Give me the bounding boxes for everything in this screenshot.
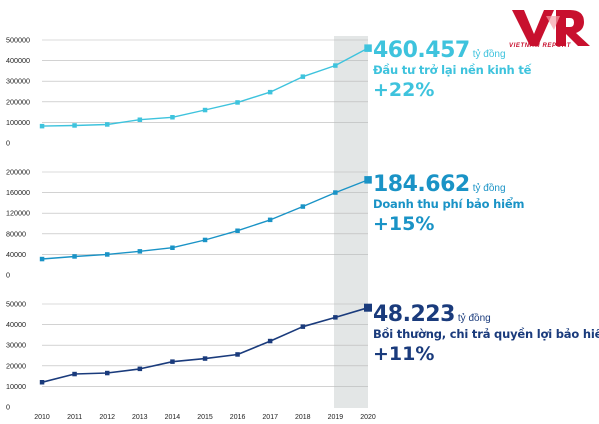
- callout-label: Doanh thu phí bảo hiểm: [373, 197, 525, 211]
- line-chart-panel-3: 0 10000 20000 30000 40000 50000: [6, 300, 372, 412]
- data-point: [105, 370, 110, 376]
- y-tick-label: 50000: [6, 300, 26, 309]
- data-point: [170, 245, 175, 250]
- data-point: [105, 252, 110, 257]
- x-tick-label: 2012: [99, 414, 115, 421]
- y-tick-label: 160000: [6, 188, 30, 197]
- data-point: [72, 371, 77, 377]
- data-point: [137, 117, 143, 122]
- y-tick-label: 40000: [6, 320, 26, 329]
- callout-change: +11%: [373, 342, 435, 365]
- x-tick-label: 2017: [262, 414, 278, 421]
- callout-premium-revenue: 184.662 tỷ đồng Doanh thu phí bảo hiểm +1…: [373, 174, 524, 234]
- data-point: [267, 89, 273, 95]
- callout-value: 48.223: [373, 302, 455, 327]
- callout-label: Đầu tư trở lại nền kinh tế: [373, 63, 532, 77]
- y-tick-label: 500000: [6, 36, 30, 45]
- data-point: [267, 338, 273, 344]
- data-point: [235, 228, 240, 233]
- x-tick-label: 2011: [67, 414, 82, 421]
- data-point: [235, 100, 240, 105]
- callout-claims-paid: 48.223 tỷ đồng Bồi thường, chi trả quyền …: [373, 304, 599, 364]
- x-axis: 2010 2011 2012 2013 2014 2015 2016 2017 2018 2019…: [34, 414, 376, 421]
- data-point: [170, 359, 175, 364]
- callout-change: +15%: [373, 212, 435, 235]
- y-tick-label: 10000: [6, 382, 26, 391]
- callout-unit: tỷ đồng: [457, 313, 491, 324]
- data-point: [72, 254, 77, 259]
- callout-change: +22%: [373, 78, 435, 101]
- vnr-logo: [512, 10, 590, 46]
- series-line: [41, 179, 369, 260]
- y-tick-label: 100000: [6, 118, 30, 127]
- data-point: [39, 256, 45, 262]
- data-point: [137, 366, 143, 372]
- x-tick-label: 2016: [230, 414, 246, 421]
- series-line: [41, 47, 369, 127]
- data-point: [300, 74, 306, 79]
- y-tick-label: 0: [6, 139, 10, 148]
- callout-value: 460.457: [373, 38, 470, 63]
- data-point: [267, 217, 273, 223]
- data-point: [39, 380, 45, 385]
- line-chart-panel-2: 0 40000 80000 120000 160000 200000: [6, 168, 372, 280]
- y-tick-label: 0: [6, 403, 10, 412]
- data-point: [137, 249, 143, 254]
- callout-unit: tỷ đồng: [472, 183, 506, 194]
- data-point: [105, 122, 110, 127]
- data-point: [72, 123, 77, 128]
- x-tick-label: 2015: [197, 414, 213, 421]
- callout-investment: 460.457 tỷ đồng Đầu tư trở lại nền kinh t…: [373, 40, 531, 100]
- x-tick-label: 2018: [295, 414, 311, 421]
- y-tick-label: 120000: [6, 209, 30, 218]
- data-point: [333, 63, 338, 68]
- callout-value: 184.662: [373, 172, 470, 197]
- y-tick-label: 200000: [6, 168, 30, 177]
- data-point: [202, 356, 208, 361]
- data-point: [300, 204, 306, 209]
- highlight-band-2019-2020: [334, 36, 368, 408]
- x-tick-label: 2010: [34, 414, 50, 421]
- y-tick-label: 80000: [6, 229, 26, 238]
- data-point: [202, 107, 208, 113]
- data-point: [202, 237, 208, 243]
- data-point: [333, 315, 338, 320]
- y-tick-label: 300000: [6, 77, 30, 86]
- data-point: [235, 352, 240, 357]
- data-point: [333, 190, 338, 195]
- data-point: [364, 303, 372, 312]
- callout-label: Bồi thường, chi trả quyền lợi bảo hiểm: [373, 327, 599, 341]
- line-chart-panel-1: 0 100000 200000 300000 400000 500000: [6, 36, 372, 148]
- data-point: [39, 123, 45, 129]
- x-tick-label: 2014: [165, 414, 181, 421]
- y-tick-label: 40000: [6, 250, 26, 259]
- callout-unit: tỷ đồng: [472, 49, 506, 60]
- x-tick-label: 2019: [328, 414, 344, 421]
- y-tick-label: 0: [6, 271, 10, 280]
- x-tick-label: 2020: [360, 414, 376, 421]
- y-tick-label: 400000: [6, 56, 30, 65]
- y-tick-label: 30000: [6, 341, 26, 350]
- y-tick-label: 200000: [6, 97, 30, 106]
- y-tick-label: 20000: [6, 361, 26, 370]
- x-tick-label: 2013: [132, 414, 148, 421]
- data-point: [364, 44, 372, 52]
- data-point: [364, 176, 372, 184]
- brand-name: VIETNAM REPORT: [509, 43, 571, 49]
- data-point: [300, 324, 306, 329]
- data-point: [170, 115, 175, 120]
